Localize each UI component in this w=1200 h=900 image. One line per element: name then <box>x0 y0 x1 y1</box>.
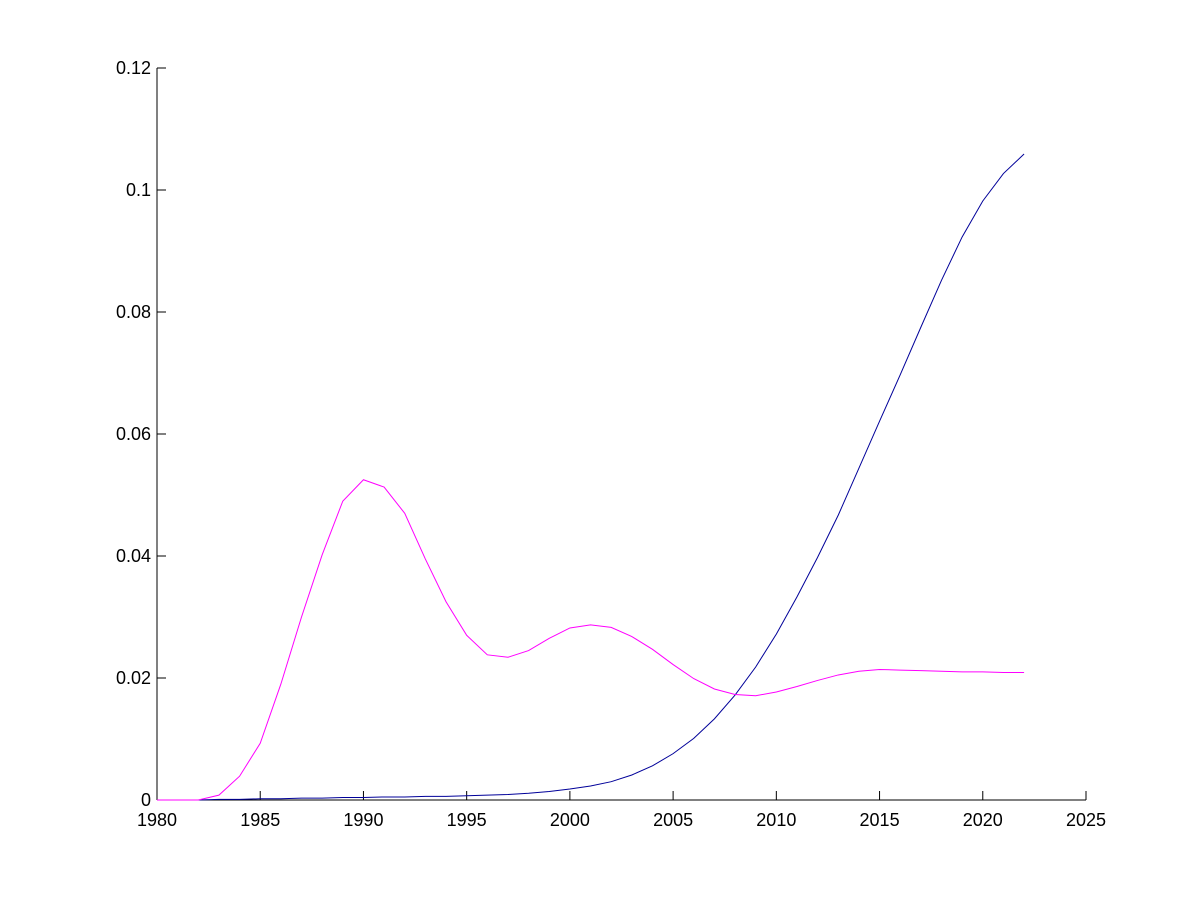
y-tick-label: 0.1 <box>126 180 151 200</box>
x-tick-label: 2015 <box>860 810 900 830</box>
y-tick-label: 0.06 <box>116 424 151 444</box>
x-tick-label: 1990 <box>343 810 383 830</box>
y-tick-label: 0.08 <box>116 302 151 322</box>
x-tick-label: 2020 <box>963 810 1003 830</box>
y-tick-label: 0 <box>141 790 151 810</box>
x-tick-label: 1985 <box>240 810 280 830</box>
y-tick-label: 0.04 <box>116 546 151 566</box>
line <box>157 153 1025 801</box>
x-tick-label: 2025 <box>1066 810 1106 830</box>
x-tick-label: 1980 <box>137 810 177 830</box>
y-tick-label: 0.02 <box>116 668 151 688</box>
x-tick-label: 2005 <box>653 810 693 830</box>
x-tick-label: 2000 <box>550 810 590 830</box>
y-tick-label: 0.12 <box>116 58 151 78</box>
x-tick-label: 2010 <box>756 810 796 830</box>
x-tick-label: 1995 <box>447 810 487 830</box>
line <box>157 479 1025 801</box>
